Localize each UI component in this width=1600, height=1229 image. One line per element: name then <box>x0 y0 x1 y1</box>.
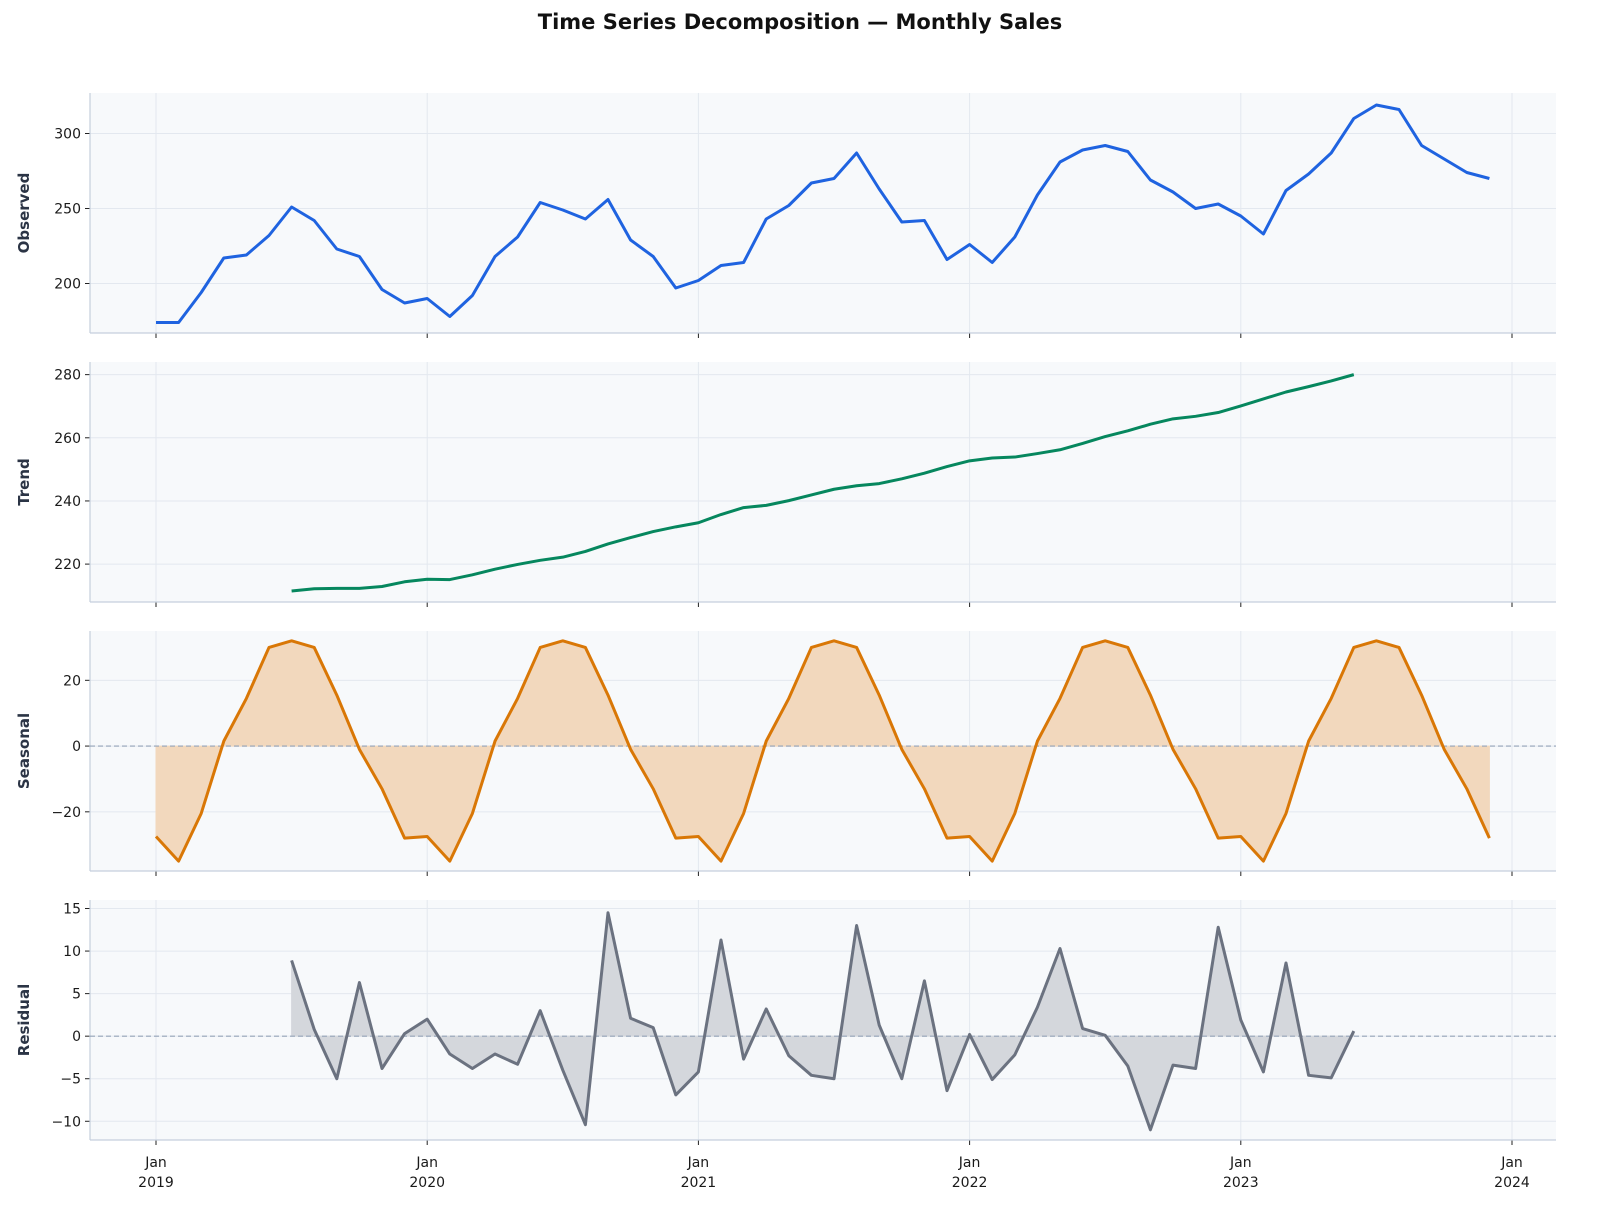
chart-title: Time Series Decomposition — Monthly Sale… <box>537 10 1063 34</box>
x-tick-label-year: 2022 <box>952 1175 988 1191</box>
x-tick-label-year: 2024 <box>1494 1175 1530 1191</box>
y-tick-label: 250 <box>54 202 81 218</box>
trend-series-line <box>291 373 1355 593</box>
y-axis-label: Trend <box>15 458 33 506</box>
y-tick-label: 300 <box>54 127 81 143</box>
y-tick-label: 200 <box>54 277 81 293</box>
x-tick-label-month: Jan <box>1229 1155 1252 1171</box>
y-tick-label: 0 <box>72 739 81 755</box>
y-axis-label: Residual <box>15 984 33 1056</box>
x-tick-label-month: Jan <box>144 1155 167 1171</box>
panel-seasonal: −20 0 20 Seasonal <box>15 631 1556 876</box>
x-tick-label-month: Jan <box>958 1155 981 1171</box>
y-tick-label: 5 <box>72 987 81 1003</box>
y-tick-label: −20 <box>51 805 81 821</box>
panel-trend: 220 240 260 280 Trend <box>15 362 1556 607</box>
y-tick-label: 280 <box>54 368 81 384</box>
y-tick-label: 20 <box>63 673 81 689</box>
panel-observed: 200 250 300 Observed <box>15 93 1556 338</box>
x-tick-label-month: Jan <box>687 1155 710 1171</box>
x-tick-label-month: Jan <box>415 1155 438 1171</box>
panel-residual: −10 −5 0 5 10 15 Residual Jan 2019 Jan 2020 Jan 2021… <box>15 900 1556 1191</box>
y-tick-label: −5 <box>60 1072 81 1088</box>
x-tick-label-month: Jan <box>1500 1155 1523 1171</box>
y-axis-label: Observed <box>15 173 33 254</box>
y-tick-label: 15 <box>63 902 81 918</box>
y-tick-label: 220 <box>54 557 81 573</box>
x-tick-label-year: 2023 <box>1223 1175 1259 1191</box>
x-tick-label-year: 2020 <box>409 1175 445 1191</box>
y-tick-label: 10 <box>63 944 81 960</box>
x-tick-label-year: 2021 <box>681 1175 717 1191</box>
y-tick-label: −10 <box>51 1114 81 1130</box>
plot-area <box>90 93 1556 333</box>
y-tick-label: 260 <box>54 431 81 447</box>
seasonal-series-line <box>154 639 1491 863</box>
residual-series-line <box>290 911 1356 1132</box>
x-tick-label-year: 2019 <box>138 1175 174 1191</box>
y-tick-label: 0 <box>72 1029 81 1045</box>
observed-series-line <box>156 103 1490 324</box>
y-axis-label: Seasonal <box>15 713 33 789</box>
y-tick-label: 240 <box>54 494 81 510</box>
plot-area <box>90 362 1556 602</box>
plot-area <box>90 900 1556 1140</box>
